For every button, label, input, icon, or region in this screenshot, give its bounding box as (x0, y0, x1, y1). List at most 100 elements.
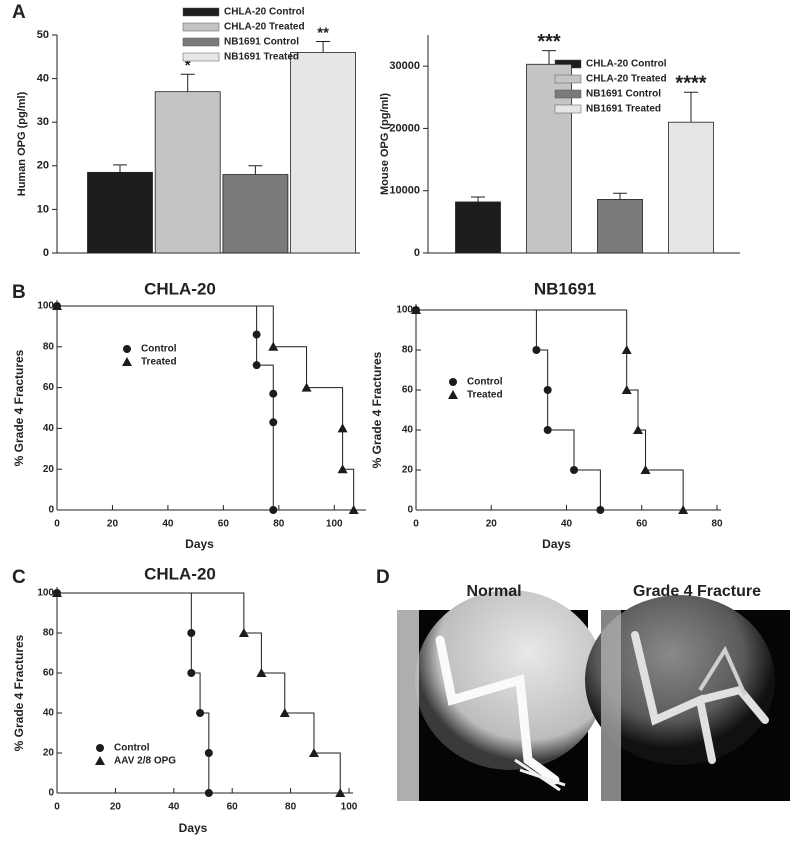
error-bar (113, 164, 127, 173)
bar (290, 52, 357, 254)
marker (640, 465, 651, 474)
marker (621, 385, 632, 394)
marker (337, 423, 348, 433)
x-axis-label: Days (179, 821, 208, 835)
step-line (57, 305, 355, 510)
significance: *** (537, 31, 561, 53)
x-tick-label: 40 (561, 519, 573, 530)
y-tick-label: 100 (37, 301, 54, 312)
chart-title: CHLA-20 (144, 279, 216, 298)
y-tick-label: 20 (43, 464, 55, 475)
y-tick-label: 20 (402, 465, 414, 476)
marker (196, 709, 205, 717)
x-axis-label: Days (542, 537, 571, 551)
legend-swatch (182, 7, 220, 17)
marker (301, 382, 312, 392)
photo-normal (397, 590, 605, 801)
legend-label: CHLA-20 Control (224, 7, 305, 18)
legend-label: Control (467, 377, 503, 388)
y-tick-label: 40 (43, 423, 55, 434)
y-tick-label: 80 (402, 345, 414, 356)
legend-marker (449, 378, 457, 386)
legend-swatch (554, 74, 582, 84)
image-title: Grade 4 Fracture (633, 583, 761, 600)
legend-marker (448, 390, 458, 399)
y-tick-label: 0 (407, 505, 413, 516)
x-tick-label: 60 (227, 802, 239, 813)
marker (543, 426, 552, 434)
legend-label: Control (114, 743, 150, 754)
x-tick-label: 20 (110, 802, 122, 813)
chart-title: NB1691 (534, 279, 596, 298)
step-line (57, 592, 210, 793)
marker (269, 418, 278, 427)
y-tick-label: 30 (37, 116, 49, 128)
marker (621, 345, 632, 354)
marker (337, 464, 348, 474)
error-bar (613, 192, 627, 200)
bar (222, 174, 289, 254)
legend-label: NB1691 Control (224, 37, 299, 48)
legend-label: CHLA-20 Treated (586, 74, 667, 85)
marker (348, 505, 359, 514)
legend-label: NB1691 Treated (586, 104, 661, 115)
x-tick-label: 80 (285, 802, 297, 813)
y-axis-label: Human OPG (pg/ml) (16, 91, 28, 196)
y-tick-label: 100 (396, 305, 413, 316)
y-tick-label: 60 (43, 382, 55, 393)
y-tick-label: 50 (37, 29, 49, 41)
y-tick-label: 40 (43, 708, 55, 719)
marker (252, 330, 261, 339)
y-tick-label: 20 (43, 748, 55, 759)
legend-label: CHLA-20 Control (586, 59, 667, 70)
marker (268, 341, 279, 351)
legend-label: NB1691 Control (586, 89, 661, 100)
marker (411, 305, 421, 314)
panel-label: A (12, 2, 26, 23)
error-bar (180, 73, 195, 92)
x-tick-label: 80 (711, 519, 723, 530)
x-tick-label: 80 (273, 519, 285, 530)
step-line (57, 592, 341, 793)
marker (308, 748, 319, 757)
y-axis-label: Mouse OPG (pg/ml) (379, 93, 391, 195)
legend-swatch (182, 52, 220, 62)
marker (543, 386, 552, 394)
error-bar (542, 50, 556, 65)
chart-title: CHLA-20 (144, 564, 216, 583)
y-tick-label: 0 (48, 788, 54, 799)
y-tick-label: 60 (43, 668, 55, 679)
y-axis-label: % Grade 4 Fractures (12, 349, 26, 466)
panel-label: C (12, 567, 26, 588)
step-line (416, 309, 684, 510)
significance: * (185, 57, 191, 74)
bar (668, 121, 714, 254)
marker (204, 749, 213, 757)
x-tick-label: 0 (54, 519, 60, 530)
y-tick-label: 0 (43, 247, 49, 259)
marker (269, 389, 278, 398)
marker (596, 506, 605, 514)
x-tick-label: 0 (413, 519, 419, 530)
y-tick-label: 20000 (389, 122, 420, 134)
image-title: Normal (466, 583, 521, 600)
marker (204, 789, 213, 797)
step-line (416, 309, 601, 510)
x-tick-label: 100 (341, 802, 358, 813)
error-bar (471, 196, 485, 202)
panel-label: D (376, 567, 390, 588)
legend-swatch (182, 37, 220, 47)
marker (335, 788, 346, 797)
y-tick-label: 100 (37, 588, 54, 599)
error-bar (684, 91, 698, 123)
legend-marker (123, 345, 131, 353)
legend-marker (122, 357, 132, 366)
x-axis-label: Days (185, 537, 214, 551)
y-tick-label: 40 (402, 425, 414, 436)
x-tick-label: 100 (326, 519, 343, 530)
legend-label: AAV 2/8 OPG (114, 756, 176, 767)
x-tick-label: 60 (636, 519, 648, 530)
y-axis-label: % Grade 4 Fractures (12, 634, 26, 751)
bar (455, 201, 501, 254)
y-tick-label: 10 (37, 203, 49, 215)
